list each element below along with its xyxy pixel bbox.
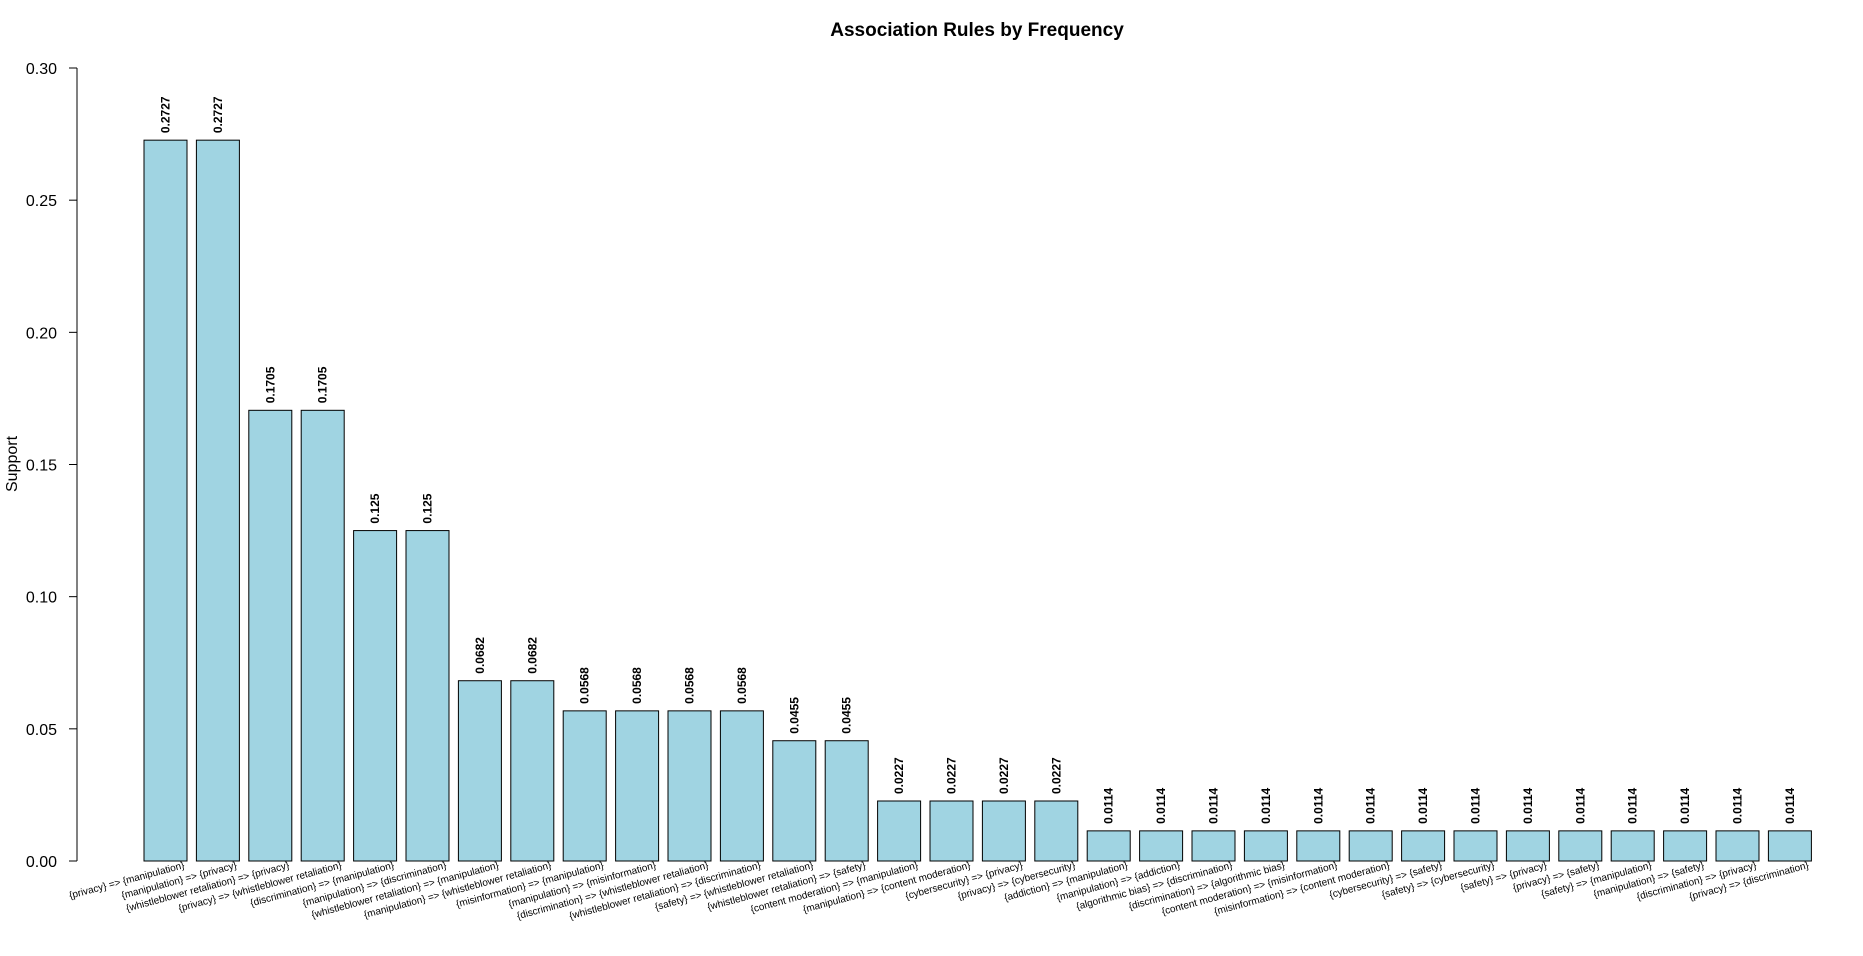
bar — [929, 800, 974, 862]
data-label: 0.0114 — [1207, 787, 1221, 823]
bar — [248, 409, 293, 862]
bar — [1401, 830, 1446, 862]
data-label: 0.2727 — [159, 96, 173, 133]
data-label: 0.125 — [421, 493, 435, 523]
data-label: 0.0227 — [892, 757, 906, 794]
bar — [405, 530, 450, 862]
bar — [353, 530, 398, 862]
data-label: 0.0114 — [1469, 787, 1483, 823]
bar — [877, 800, 922, 862]
data-label: 0.0455 — [787, 697, 801, 734]
data-label: 0.0114 — [1311, 787, 1325, 823]
bar — [1610, 830, 1655, 862]
y-tick-label: 0.10 — [26, 590, 57, 607]
y-tick-label: 0.05 — [26, 722, 57, 739]
bar — [1453, 830, 1498, 862]
data-label: 0.0114 — [1259, 787, 1273, 823]
bar — [1243, 830, 1288, 862]
y-axis: 0.00 0.05 0.10 0.15 0.20 0.25 0.30 — [26, 61, 78, 871]
data-label: 0.0227 — [997, 757, 1011, 794]
bar — [510, 680, 555, 862]
data-label: 0.0114 — [1154, 787, 1168, 823]
data-label: 0.0568 — [578, 667, 592, 704]
bar — [719, 710, 764, 862]
bar — [1767, 830, 1812, 862]
data-label: 0.0568 — [735, 667, 749, 704]
data-label: 0.125 — [368, 493, 382, 523]
y-tick-label: 0.20 — [26, 325, 57, 342]
bar — [667, 710, 712, 862]
data-label: 0.1705 — [316, 366, 330, 403]
y-tick-label: 0.25 — [26, 193, 57, 210]
data-label: 0.1705 — [263, 366, 277, 403]
bar — [824, 740, 869, 862]
data-label: 0.0114 — [1731, 787, 1745, 823]
bar — [1505, 830, 1550, 862]
data-label: 0.0682 — [473, 637, 487, 674]
bar — [1558, 830, 1603, 862]
bar — [1139, 830, 1184, 862]
category-labels-group: {privacy} => {manipulation}{manipulation… — [68, 860, 1811, 922]
bar — [300, 409, 345, 862]
data-label: 0.2727 — [211, 96, 225, 133]
bar — [457, 680, 502, 862]
data-label: 0.0682 — [525, 637, 539, 674]
bar — [1034, 800, 1079, 862]
bar — [1715, 830, 1760, 862]
data-label: 0.0227 — [1049, 757, 1063, 794]
bar — [772, 740, 817, 862]
y-tick-label: 0.30 — [26, 61, 57, 78]
bar — [615, 710, 660, 862]
y-axis-label: Support — [4, 435, 21, 492]
bars-group — [143, 139, 1812, 862]
data-label: 0.0114 — [1364, 787, 1378, 823]
chart-title: Association Rules by Frequency — [830, 20, 1124, 41]
data-label: 0.0114 — [1573, 787, 1587, 823]
bar — [1348, 830, 1393, 862]
bar — [1086, 830, 1131, 862]
data-label: 0.0114 — [1783, 787, 1797, 823]
y-tick-label: 0.00 — [26, 854, 57, 871]
data-label: 0.0227 — [945, 757, 959, 794]
data-label: 0.0568 — [630, 667, 644, 704]
bar — [1191, 830, 1236, 862]
data-label: 0.0114 — [1521, 787, 1535, 823]
y-tick-label: 0.15 — [26, 458, 57, 475]
data-label: 0.0568 — [683, 667, 697, 704]
bar — [1296, 830, 1341, 862]
bar — [562, 710, 607, 862]
data-label: 0.0114 — [1678, 787, 1692, 823]
bar — [1663, 830, 1708, 862]
data-label: 0.0114 — [1626, 787, 1640, 823]
bar — [143, 139, 188, 862]
data-label: 0.0114 — [1102, 787, 1116, 823]
data-label: 0.0114 — [1416, 787, 1430, 823]
bar — [195, 139, 240, 862]
data-labels-group: 0.2727 0.2727 0.1705 0.1705 0.125 0.125 0.0682… — [159, 96, 1797, 824]
data-label: 0.0455 — [840, 697, 854, 734]
bar — [981, 800, 1026, 862]
